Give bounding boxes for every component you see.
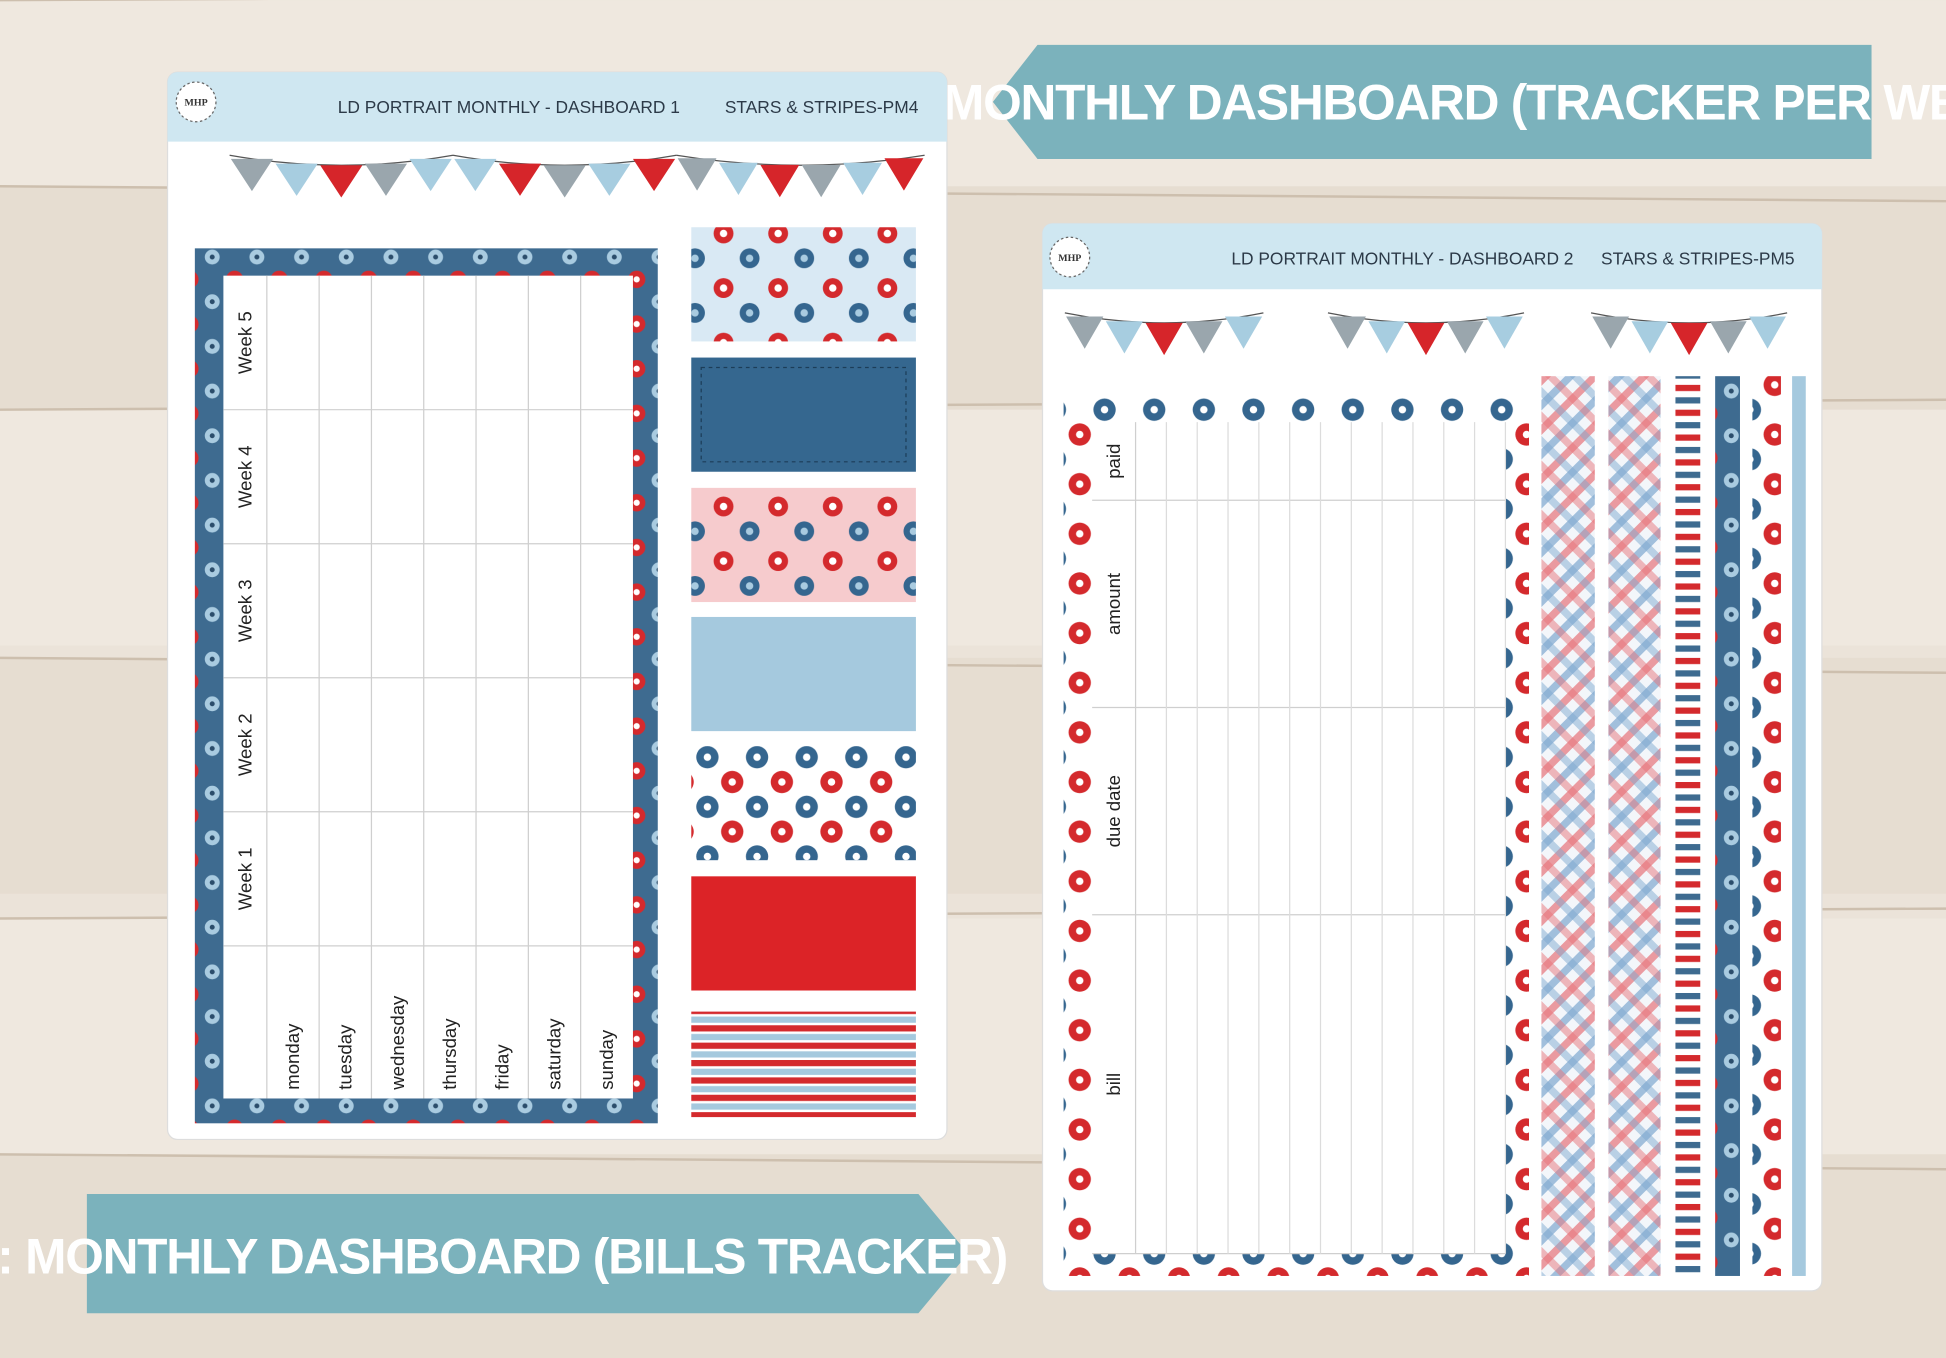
sheet-code: STARS & STRIPES-PM5 — [1601, 248, 1795, 268]
row-label: bill — [1103, 1073, 1124, 1096]
column-label: monday — [282, 1023, 303, 1090]
bunting-flag — [498, 163, 542, 196]
sticker-stitch — [700, 366, 907, 463]
sheet-header — [1042, 223, 1822, 290]
bunting-flag — [632, 158, 676, 192]
bunting-flag — [364, 163, 408, 196]
row-label: due date — [1103, 775, 1124, 847]
banner-text: PM4: MONTHLY DASHBOARD (TRACKER PER WEEK… — [817, 74, 1946, 130]
floral-strip — [1715, 376, 1740, 1276]
column-label: tuesday — [334, 1024, 355, 1090]
row-label: Week 5 — [234, 311, 255, 374]
sheet-1: MHP LD PORTRAIT MONTHLY - DASHBOARD 1 ST… — [166, 71, 948, 1141]
sticker-pink-floral — [691, 487, 916, 603]
bunting-flag — [801, 164, 841, 198]
bunting-flag — [588, 163, 631, 196]
bunting-flag — [760, 164, 800, 198]
column-label: wednesday — [387, 995, 408, 1091]
bunting-flag — [409, 158, 452, 192]
bunting-flag — [1224, 316, 1263, 349]
bunting — [229, 154, 1788, 356]
bunting-flag — [1446, 321, 1484, 354]
bunting-flag — [1145, 322, 1183, 356]
bunting-flag — [454, 158, 497, 192]
bunting-flag — [1709, 321, 1747, 354]
banner-pm4 — [992, 44, 1872, 159]
bunting-flag — [1486, 316, 1523, 349]
column-label: thursday — [439, 1018, 460, 1090]
floral-strip — [1752, 376, 1781, 1276]
bunting-flag — [1749, 316, 1786, 349]
row-label: Week 2 — [234, 713, 255, 776]
plaid-strip — [1541, 376, 1595, 1276]
bunting-flag — [275, 163, 318, 196]
sticker-stripes — [691, 1011, 916, 1118]
bunting-flag — [1105, 321, 1144, 354]
sheet-code: STARS & STRIPES-PM4 — [725, 97, 919, 117]
bunting-flag — [1185, 321, 1223, 354]
banner-pm5 — [86, 1194, 969, 1314]
bunting-flag — [320, 165, 363, 198]
banner-text: PM5: MONTHLY DASHBOARD (BILLS TRACKER) — [0, 1228, 1007, 1284]
sheet-2: MHP LD PORTRAIT MONTHLY - DASHBOARD 2 ST… — [1041, 222, 1823, 1292]
column-label: saturday — [544, 1018, 565, 1090]
row-label: Week 3 — [234, 579, 255, 642]
sheet-header — [167, 72, 947, 142]
bills-grid: paid amount due date bill — [1092, 422, 1507, 1255]
row-label: paid — [1103, 444, 1124, 479]
bunting-flag — [1592, 316, 1630, 349]
sticker-light-blue — [691, 616, 916, 732]
bunting-flag — [1329, 316, 1366, 349]
blue-strip — [1792, 376, 1806, 1276]
tracker-grid: Week 5 Week 4 Week 3 Week 2 Week 1 monday tues… — [223, 275, 633, 1099]
column-label: sunday — [596, 1029, 617, 1090]
bunting-flag — [230, 158, 274, 192]
bunting-flag — [1631, 321, 1669, 354]
bunting-flag — [884, 158, 924, 191]
bunting-flag — [1407, 322, 1445, 356]
bunting-flag — [1066, 316, 1104, 349]
bunting-flag — [677, 158, 717, 191]
sticker-white-floral — [691, 746, 916, 861]
logo-text: MHP — [1058, 253, 1081, 264]
bunting-flag — [1670, 322, 1708, 356]
bunting-flag — [1368, 321, 1406, 354]
bunting-flag — [718, 162, 758, 195]
sheet-title: LD PORTRAIT MONTHLY - DASHBOARD 2 — [1231, 248, 1573, 268]
row-label: Week 1 — [234, 847, 255, 910]
column-label: friday — [491, 1044, 512, 1090]
bunting-flag — [843, 162, 882, 195]
row-label: amount — [1103, 572, 1124, 635]
stripe-strip — [1675, 376, 1701, 1276]
bills-area — [1092, 422, 1506, 1254]
logo-text: MHP — [185, 98, 208, 109]
plaid-strip — [1608, 376, 1661, 1276]
sticker-navy — [691, 357, 916, 472]
row-label: Week 4 — [234, 445, 255, 508]
sheet-title: LD PORTRAIT MONTHLY - DASHBOARD 1 — [338, 97, 680, 117]
logo — [175, 81, 217, 123]
sticker-floral — [691, 227, 916, 342]
bunting-flag — [543, 165, 586, 198]
sticker-red — [691, 876, 916, 991]
tracker-area — [223, 275, 633, 1099]
